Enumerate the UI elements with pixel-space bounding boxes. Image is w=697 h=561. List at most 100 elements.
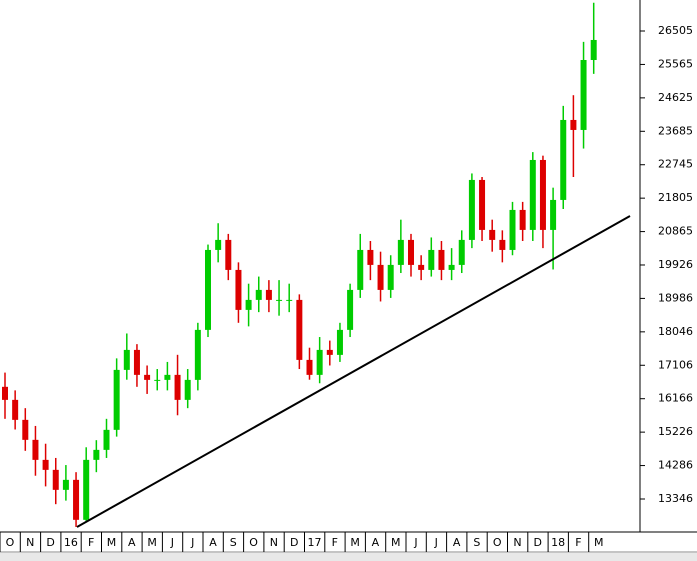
candle-body bbox=[570, 119, 577, 130]
x-tick-label: J bbox=[413, 536, 417, 549]
candle-body bbox=[73, 479, 80, 520]
x-tick-label: M bbox=[594, 536, 604, 549]
candle-body bbox=[286, 299, 293, 301]
candle-body bbox=[184, 379, 191, 400]
x-tick-label: D bbox=[290, 536, 298, 549]
y-tick-label: 23685 bbox=[658, 124, 693, 137]
candle-body bbox=[154, 379, 161, 381]
candle-body bbox=[580, 59, 587, 130]
candle-body bbox=[529, 159, 536, 230]
x-tick-label: D bbox=[46, 536, 54, 549]
x-tick-label: M bbox=[350, 536, 360, 549]
candle-body bbox=[448, 264, 455, 270]
x-tick-label: F bbox=[575, 536, 581, 549]
x-tick-label: M bbox=[107, 536, 117, 549]
y-tick-label: 21805 bbox=[658, 191, 693, 204]
candle-body bbox=[428, 249, 435, 270]
x-tick-label: N bbox=[270, 536, 278, 549]
candle-body bbox=[438, 249, 445, 270]
x-tick-label: N bbox=[513, 536, 521, 549]
y-tick-label: 18046 bbox=[658, 325, 693, 338]
candle-body bbox=[42, 459, 49, 470]
candle-body bbox=[52, 469, 59, 490]
y-tick-label: 19926 bbox=[658, 258, 693, 271]
x-tick-label: N bbox=[26, 536, 34, 549]
candle-body bbox=[22, 419, 29, 440]
candle-body bbox=[164, 374, 171, 380]
x-tick-label: M bbox=[147, 536, 157, 549]
candle-body bbox=[235, 269, 242, 310]
scrollbar bbox=[0, 553, 697, 561]
candle-body bbox=[316, 349, 323, 375]
y-tick-label: 18986 bbox=[658, 291, 693, 304]
y-tick-label: 25565 bbox=[658, 57, 693, 70]
x-tick-label: S bbox=[230, 536, 237, 549]
y-tick-label: 14286 bbox=[658, 459, 693, 472]
y-tick-label: 13346 bbox=[658, 492, 693, 505]
candle-body bbox=[123, 349, 130, 370]
candle-body bbox=[133, 349, 140, 375]
candle-body bbox=[387, 264, 394, 290]
x-tick-label: M bbox=[391, 536, 401, 549]
candle-body bbox=[255, 289, 262, 300]
x-tick-label: J bbox=[190, 536, 194, 549]
x-tick-label: 18 bbox=[551, 536, 565, 549]
candle-body bbox=[489, 229, 496, 240]
candle-body bbox=[265, 289, 272, 300]
candle-body bbox=[479, 179, 486, 230]
candle-body bbox=[367, 249, 374, 265]
x-tick-label: O bbox=[249, 536, 258, 549]
x-tick-label: F bbox=[88, 536, 94, 549]
candle-body bbox=[215, 239, 222, 250]
candle-body bbox=[306, 359, 313, 375]
x-tick-label: O bbox=[6, 536, 15, 549]
candle-body bbox=[418, 264, 425, 270]
candle-body bbox=[590, 39, 597, 60]
candle-body bbox=[113, 369, 120, 430]
candle-body bbox=[408, 239, 414, 265]
y-tick-label: 16166 bbox=[658, 392, 693, 405]
candle-body bbox=[326, 349, 333, 355]
trend-line bbox=[76, 215, 631, 528]
y-tick-label: 15226 bbox=[658, 425, 693, 438]
candle-body bbox=[336, 329, 343, 355]
x-tick-label: F bbox=[332, 536, 338, 549]
x-tick-label: S bbox=[473, 536, 480, 549]
candle-body bbox=[174, 374, 181, 400]
candle-body bbox=[377, 264, 384, 290]
candle-body bbox=[32, 439, 39, 460]
y-tick-label: 17106 bbox=[658, 358, 693, 371]
candle-body bbox=[509, 209, 516, 250]
candle-body bbox=[225, 239, 232, 270]
candle-body bbox=[205, 249, 211, 330]
candle-body bbox=[144, 374, 151, 380]
x-tick-label: A bbox=[372, 536, 380, 549]
x-tick-label: A bbox=[453, 536, 461, 549]
candle-body bbox=[499, 239, 506, 250]
candle-body bbox=[357, 249, 364, 290]
candle-body bbox=[62, 479, 69, 490]
y-tick-label: 24625 bbox=[658, 91, 693, 104]
candle-body bbox=[93, 449, 100, 460]
candle-body bbox=[83, 459, 90, 520]
candle-body bbox=[539, 159, 546, 230]
candle-body bbox=[458, 239, 465, 265]
candle-body bbox=[550, 199, 557, 230]
x-tick-label: J bbox=[170, 536, 174, 549]
x-tick-label: 16 bbox=[64, 536, 78, 549]
x-tick-label: A bbox=[128, 536, 136, 549]
candle-body bbox=[468, 179, 475, 240]
candle-body bbox=[12, 399, 19, 420]
x-tick-label: J bbox=[434, 536, 438, 549]
y-tick-label: 22745 bbox=[658, 158, 693, 171]
candle-body bbox=[103, 429, 110, 450]
candle-body bbox=[2, 386, 8, 400]
candle-body bbox=[245, 299, 252, 310]
candle-body bbox=[194, 329, 201, 380]
candle-body bbox=[296, 299, 303, 360]
candle-body bbox=[519, 209, 526, 230]
y-tick-label: 26505 bbox=[658, 24, 693, 37]
